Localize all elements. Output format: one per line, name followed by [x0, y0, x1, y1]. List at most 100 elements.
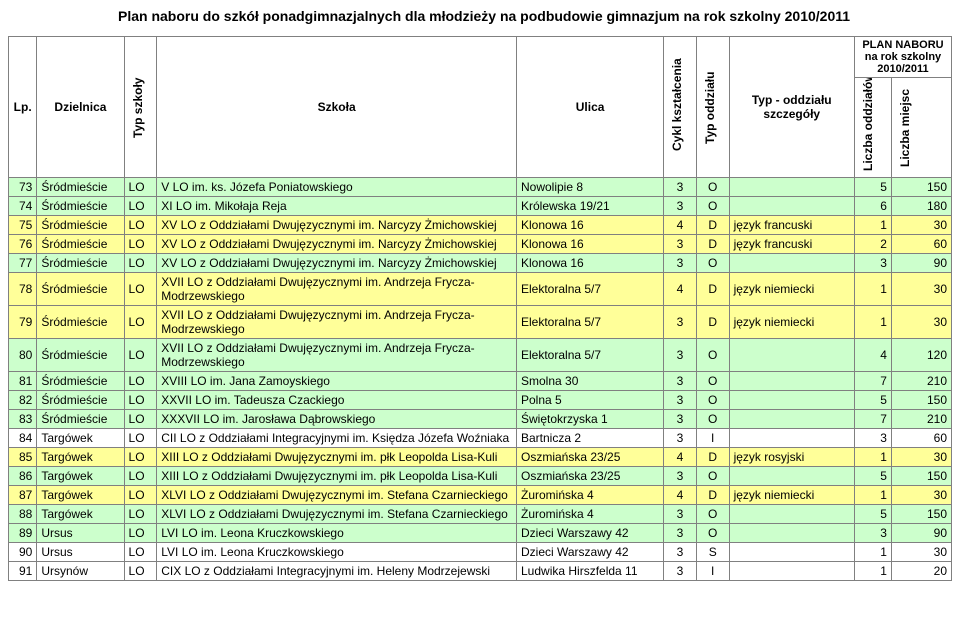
cell-tos: język niemiecki — [729, 486, 854, 505]
cell-lod: 1 — [854, 543, 891, 562]
cell-lp: 73 — [9, 178, 37, 197]
cell-tos — [729, 178, 854, 197]
cell-to: O — [696, 467, 729, 486]
cell-lmi: 150 — [891, 391, 951, 410]
cell-lp: 80 — [9, 339, 37, 372]
cell-lod: 1 — [854, 562, 891, 581]
col-typ-oddzialu-szcz: Typ - oddziału szczegóły — [729, 37, 854, 178]
cell-lod: 1 — [854, 486, 891, 505]
cell-to: D — [696, 486, 729, 505]
cell-szk: XIII LO z Oddziałami Dwujęzycznymi im. p… — [157, 467, 517, 486]
cell-typ: LO — [124, 524, 157, 543]
table-row: 84TargówekLOCII LO z Oddziałami Integrac… — [9, 429, 952, 448]
cell-to: O — [696, 505, 729, 524]
cell-szk: XV LO z Oddziałami Dwujęzycznymi im. Nar… — [157, 216, 517, 235]
cell-tos — [729, 254, 854, 273]
table-row: 90UrsusLOLVI LO im. Leona Kruczkowskiego… — [9, 543, 952, 562]
table-row: 73ŚródmieścieLOV LO im. ks. Józefa Ponia… — [9, 178, 952, 197]
cell-lp: 90 — [9, 543, 37, 562]
cell-ul: Smolna 30 — [517, 372, 664, 391]
cell-typ: LO — [124, 235, 157, 254]
cell-lod: 5 — [854, 178, 891, 197]
cell-dz: Śródmieście — [37, 339, 124, 372]
cell-typ: LO — [124, 197, 157, 216]
cell-ul: Żuromińska 4 — [517, 505, 664, 524]
cell-lmi: 150 — [891, 505, 951, 524]
cell-ul: Polna 5 — [517, 391, 664, 410]
cell-szk: LVI LO im. Leona Kruczkowskiego — [157, 543, 517, 562]
cell-tos — [729, 339, 854, 372]
cell-tos — [729, 391, 854, 410]
cell-to: D — [696, 216, 729, 235]
cell-szk: XVII LO z Oddziałami Dwujęzycznymi im. A… — [157, 306, 517, 339]
cell-dz: Śródmieście — [37, 372, 124, 391]
cell-ul: Ludwika Hirszfelda 11 — [517, 562, 664, 581]
cell-to: I — [696, 429, 729, 448]
cell-cykl: 3 — [664, 391, 697, 410]
cell-tos — [729, 197, 854, 216]
cell-typ: LO — [124, 178, 157, 197]
cell-dz: Targówek — [37, 448, 124, 467]
cell-szk: XVIII LO im. Jana Zamoyskiego — [157, 372, 517, 391]
col-dzielnica: Dzielnica — [37, 37, 124, 178]
cell-lmi: 30 — [891, 486, 951, 505]
cell-lmi: 30 — [891, 273, 951, 306]
cell-ul: Dzieci Warszawy 42 — [517, 524, 664, 543]
cell-to: D — [696, 235, 729, 254]
cell-lmi: 90 — [891, 524, 951, 543]
table-row: 78ŚródmieścieLOXVII LO z Oddziałami Dwuj… — [9, 273, 952, 306]
cell-ul: Dzieci Warszawy 42 — [517, 543, 664, 562]
cell-szk: XXVII LO im. Tadeusza Czackiego — [157, 391, 517, 410]
cell-tos — [729, 467, 854, 486]
cell-lp: 76 — [9, 235, 37, 254]
cell-lod: 1 — [854, 273, 891, 306]
table-row: 81ŚródmieścieLOXVIII LO im. Jana Zamoysk… — [9, 372, 952, 391]
cell-tos — [729, 410, 854, 429]
col-szkola: Szkoła — [157, 37, 517, 178]
cell-lmi: 150 — [891, 467, 951, 486]
cell-lmi: 60 — [891, 235, 951, 254]
cell-dz: Targówek — [37, 486, 124, 505]
cell-lp: 88 — [9, 505, 37, 524]
cell-ul: Nowolipie 8 — [517, 178, 664, 197]
table-row: 88TargówekLOXLVI LO z Oddziałami Dwujęzy… — [9, 505, 952, 524]
cell-szk: CIX LO z Oddziałami Integracyjnymi im. H… — [157, 562, 517, 581]
page-title: Plan naboru do szkół ponadgimnazjalnych … — [118, 8, 952, 24]
cell-szk: LVI LO im. Leona Kruczkowskiego — [157, 524, 517, 543]
cell-cykl: 4 — [664, 273, 697, 306]
col-typ-oddzialu: Typ oddziału — [696, 37, 729, 178]
cell-cykl: 3 — [664, 524, 697, 543]
cell-dz: Śródmieście — [37, 410, 124, 429]
cell-lp: 89 — [9, 524, 37, 543]
cell-lp: 81 — [9, 372, 37, 391]
cell-typ: LO — [124, 505, 157, 524]
cell-tos — [729, 372, 854, 391]
cell-dz: Śródmieście — [37, 235, 124, 254]
cell-cykl: 3 — [664, 467, 697, 486]
cell-cykl: 4 — [664, 216, 697, 235]
cell-ul: Oszmiańska 23/25 — [517, 448, 664, 467]
cell-lmi: 120 — [891, 339, 951, 372]
col-typ-szkoly: Typ szkoły — [124, 37, 157, 178]
cell-to: D — [696, 273, 729, 306]
cell-cykl: 4 — [664, 448, 697, 467]
cell-to: O — [696, 197, 729, 216]
cell-lod: 3 — [854, 254, 891, 273]
cell-szk: V LO im. ks. Józefa Poniatowskiego — [157, 178, 517, 197]
cell-lod: 3 — [854, 429, 891, 448]
cell-szk: XIII LO z Oddziałami Dwujęzycznymi im. p… — [157, 448, 517, 467]
cell-lmi: 30 — [891, 543, 951, 562]
cell-typ: LO — [124, 254, 157, 273]
cell-typ: LO — [124, 543, 157, 562]
table-row: 79ŚródmieścieLOXVII LO z Oddziałami Dwuj… — [9, 306, 952, 339]
cell-cykl: 3 — [664, 339, 697, 372]
cell-cykl: 3 — [664, 410, 697, 429]
table-row: 82ŚródmieścieLOXXVII LO im. Tadeusza Cza… — [9, 391, 952, 410]
cell-typ: LO — [124, 429, 157, 448]
table-row: 91UrsynówLOCIX LO z Oddziałami Integracy… — [9, 562, 952, 581]
cell-szk: CII LO z Oddziałami Integracyjnymi im. K… — [157, 429, 517, 448]
cell-szk: XV LO z Oddziałami Dwujęzycznymi im. Nar… — [157, 254, 517, 273]
cell-lmi: 30 — [891, 306, 951, 339]
cell-lp: 91 — [9, 562, 37, 581]
cell-dz: Targówek — [37, 467, 124, 486]
